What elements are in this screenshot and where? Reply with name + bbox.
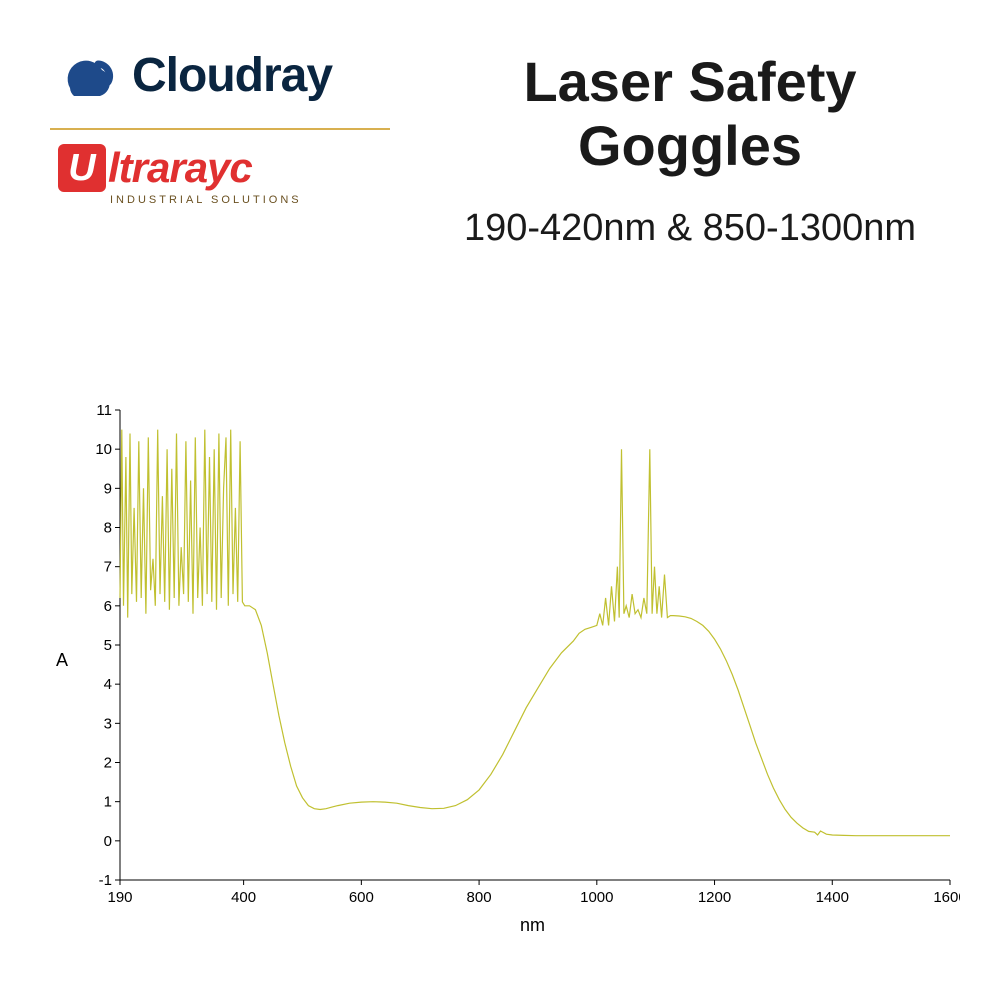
title-block: Laser Safety Goggles 190-420nm & 850-130… (430, 40, 950, 250)
title-line-1: Laser Safety (430, 50, 950, 114)
svg-text:600: 600 (349, 889, 374, 906)
svg-text:0: 0 (104, 833, 112, 850)
ultrarayc-logo: U ltrarayc INDUSTRIAL SOLUTIONS (58, 144, 430, 206)
svg-text:2: 2 (104, 755, 112, 772)
ultrarayc-subtitle: INDUSTRIAL SOLUTIONS (110, 194, 430, 206)
logo-block: Cloudray U ltrarayc INDUSTRIAL SOLUTIONS (50, 40, 430, 206)
svg-text:3: 3 (104, 715, 112, 732)
subtitle: 190-420nm & 850-1300nm (430, 207, 950, 250)
cloudray-text: Cloudray (132, 48, 332, 103)
ultrarayc-u-icon: U (58, 144, 106, 192)
svg-text:5: 5 (104, 637, 112, 654)
svg-text:10: 10 (95, 441, 112, 458)
cloudray-logo: Cloudray (50, 40, 430, 110)
svg-text:7: 7 (104, 559, 112, 576)
absorbance-chart: -1 0 1 2 3 4 5 6 7 8 9 10 11 190 400 600 800 1000 1200 1400… (60, 400, 960, 930)
chart-svg: -1 0 1 2 3 4 5 6 7 8 9 10 11 190 400 600 800 1000 1200 1400… (60, 400, 960, 930)
logo-divider (50, 128, 390, 130)
svg-text:9: 9 (104, 480, 112, 497)
x-axis-label: nm (520, 915, 545, 936)
svg-text:6: 6 (104, 598, 112, 615)
cloudray-icon (50, 40, 120, 110)
svg-text:1600: 1600 (933, 889, 960, 906)
svg-text:-1: -1 (99, 872, 112, 889)
svg-text:8: 8 (104, 520, 112, 537)
svg-text:11: 11 (96, 402, 112, 419)
svg-text:190: 190 (107, 889, 132, 906)
ultrarayc-text: ltrarayc (108, 144, 252, 192)
svg-text:1200: 1200 (698, 889, 731, 906)
y-axis-label: A (56, 650, 68, 671)
svg-text:1000: 1000 (580, 889, 613, 906)
svg-text:800: 800 (467, 889, 492, 906)
svg-text:400: 400 (231, 889, 256, 906)
svg-text:4: 4 (104, 676, 112, 693)
title-line-2: Goggles (430, 114, 950, 178)
svg-text:1400: 1400 (816, 889, 849, 906)
svg-text:1: 1 (104, 794, 112, 811)
